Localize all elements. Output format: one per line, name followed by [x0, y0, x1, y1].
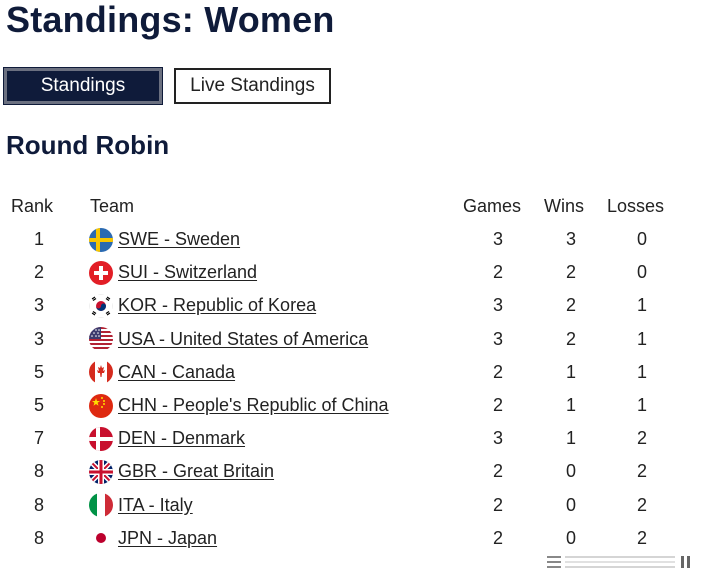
table-row: 5 CHN - People's Republic of China 2 1 1 [0, 389, 710, 422]
table-row: 7 DEN - Denmark 3 1 2 [0, 422, 710, 455]
switzerland-flag-icon [88, 256, 114, 289]
denmark-flag-icon [88, 422, 114, 455]
losses-cell: 1 [636, 395, 647, 415]
games-cell: 2 [492, 494, 503, 515]
team-link[interactable]: KOR - Republic of Korea [118, 295, 317, 316]
table-header: Rank Team Games Wins Losses [0, 196, 710, 220]
team-cell: SWE - Sweden [118, 223, 240, 256]
losses-cell: 1 [636, 295, 647, 316]
tab-live-standings[interactable]: Live Standings [174, 68, 331, 104]
losses-cell: 2 [636, 428, 647, 449]
china-flag-icon [88, 389, 114, 422]
team-link[interactable]: SUI - Switzerland [118, 262, 258, 283]
team-cell: JPN - Japan [118, 522, 217, 555]
games-cell: 3 [492, 229, 503, 249]
tab-standings[interactable]: Standings [3, 67, 163, 105]
japan-flag-icon [88, 522, 114, 555]
team-link[interactable]: CHN - People's Republic of China [118, 395, 389, 415]
team-cell: KOR - Republic of Korea [118, 289, 316, 322]
table-row: 5 CAN - Canada 2 1 1 [0, 356, 710, 389]
games-cell: 2 [492, 361, 503, 382]
rank-cell: 8 [33, 494, 44, 515]
losses-cell: 2 [636, 527, 647, 548]
header-team: Team [90, 196, 135, 216]
team-link[interactable]: GBR - Great Britain [118, 461, 275, 482]
rank-cell: 7 [33, 428, 44, 449]
rank-cell: 3 [33, 295, 44, 316]
canada-flag-icon [88, 356, 114, 389]
wins-cell: 0 [565, 461, 576, 482]
team-cell: GBR - Great Britain [118, 455, 274, 488]
losses-cell: 1 [636, 328, 647, 349]
team-link[interactable]: DEN - Denmark [118, 428, 246, 449]
losses-cell: 0 [636, 229, 647, 249]
table-row: 1 SWE - Sweden 3 3 0 [0, 223, 710, 256]
table-row: 3 USA - United States of America 3 2 1 [0, 323, 710, 356]
wins-cell: 1 [565, 361, 576, 382]
team-cell: USA - United States of America [118, 323, 368, 356]
table-row: 8 JPN - Japan 2 0 2 [0, 522, 710, 555]
wins-cell: 0 [565, 494, 576, 515]
team-link[interactable]: JPN - Japan [118, 527, 218, 548]
games-cell: 2 [492, 527, 503, 548]
rank-cell: 8 [33, 461, 44, 482]
wins-cell: 2 [565, 262, 576, 283]
wins-cell: 1 [565, 395, 576, 415]
team-cell: CHN - People's Republic of China [118, 389, 389, 422]
team-cell: CAN - Canada [118, 356, 235, 389]
losses-cell: 1 [636, 361, 647, 382]
wins-cell: 0 [565, 527, 576, 548]
korea-flag-icon [88, 289, 114, 322]
wins-cell: 2 [565, 328, 576, 349]
header-wins: Wins [544, 196, 584, 216]
losses-cell: 2 [636, 461, 647, 482]
italy-flag-icon [88, 489, 114, 522]
table-row: 3 KOR - Republic of Korea 3 2 1 [0, 289, 710, 322]
header-losses: Losses [607, 196, 665, 216]
rank-cell: 3 [33, 328, 44, 349]
games-cell: 3 [492, 295, 503, 316]
table-row: 8 ITA - Italy 2 0 2 [0, 489, 710, 522]
rank-cell: 5 [33, 395, 44, 415]
team-cell: SUI - Switzerland [118, 256, 257, 289]
team-cell: ITA - Italy [118, 489, 193, 522]
games-cell: 2 [492, 461, 503, 482]
sweden-flag-icon [88, 223, 114, 256]
team-link[interactable]: ITA - Italy [118, 494, 193, 515]
games-cell: 2 [492, 395, 503, 415]
team-link[interactable]: CAN - Canada [118, 361, 236, 382]
team-cell: DEN - Denmark [118, 422, 245, 455]
table-row: 2 SUI - Switzerland 2 2 0 [0, 256, 710, 289]
games-cell: 2 [492, 262, 503, 283]
team-link[interactable]: SWE - Sweden [118, 229, 241, 249]
games-cell: 3 [492, 428, 503, 449]
header-games: Games [463, 196, 522, 216]
wins-cell: 1 [565, 428, 576, 449]
rank-cell: 1 [33, 229, 44, 249]
team-link[interactable]: USA - United States of America [118, 328, 369, 349]
watermark-icon [547, 556, 690, 568]
wins-cell: 2 [565, 295, 576, 316]
usa-flag-icon [88, 323, 114, 356]
section-heading: Round Robin [6, 130, 170, 160]
losses-cell: 0 [636, 262, 647, 283]
great-britain-flag-icon [88, 455, 114, 488]
header-rank: Rank [11, 196, 54, 216]
wins-cell: 3 [565, 229, 576, 249]
table-row: 8 GBR - Great Britain 2 0 2 [0, 455, 710, 488]
rank-cell: 8 [33, 527, 44, 548]
rank-cell: 2 [33, 262, 44, 283]
games-cell: 3 [492, 328, 503, 349]
page-title: Standings: Women [6, 0, 335, 40]
losses-cell: 2 [636, 494, 647, 515]
rank-cell: 5 [33, 361, 44, 382]
